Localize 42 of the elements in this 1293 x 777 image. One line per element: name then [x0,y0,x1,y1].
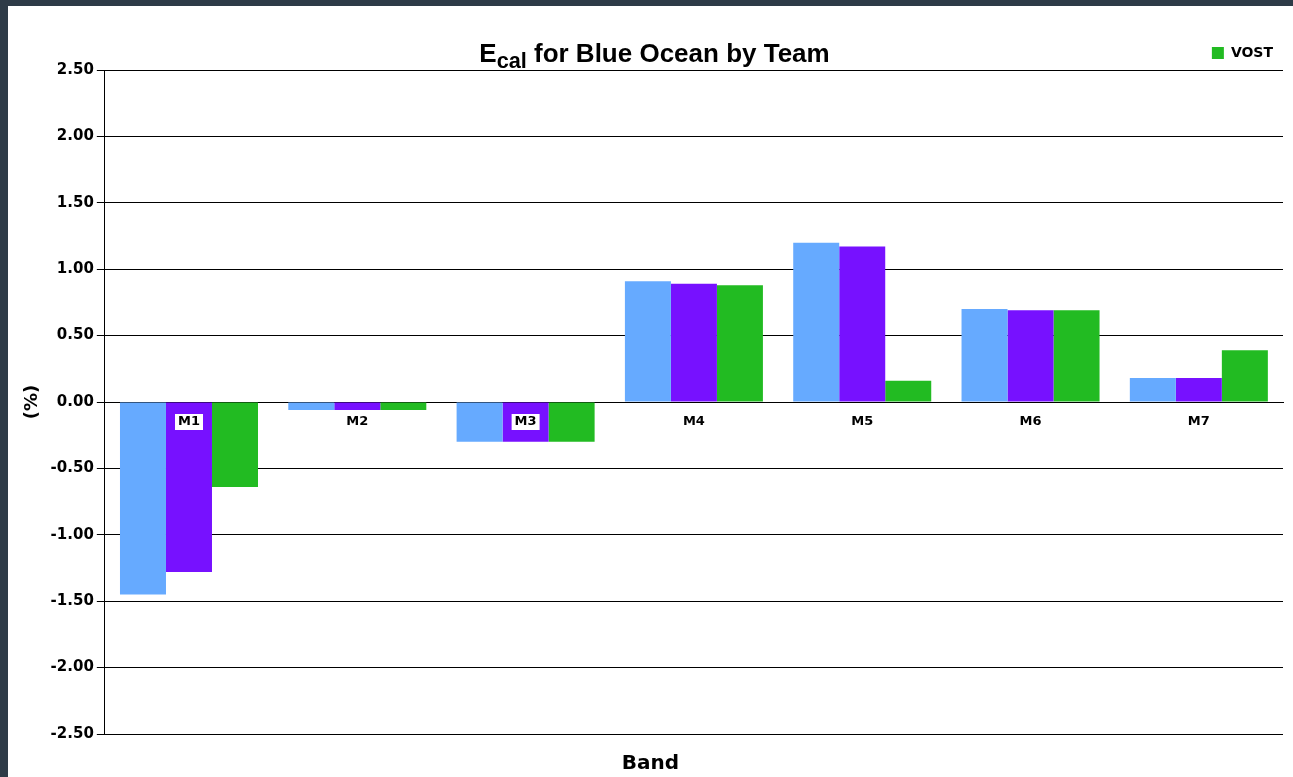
y-tick-label: 1.50 [56,192,94,211]
bar [380,402,427,410]
x-axis-title: Band [620,750,681,774]
y-tick-label: 2.00 [56,126,94,145]
bar [119,402,166,595]
bar [165,402,212,572]
bar [885,380,932,402]
y-tick-label: -1.50 [50,591,94,610]
bar [670,283,717,402]
bar [456,402,503,442]
x-tick-label: M5 [851,412,874,428]
bar [716,285,763,402]
y-tick-label: 2.50 [56,59,94,78]
chart-title: E$_{cal}$ for Blue Ocean by Team [479,38,830,74]
x-tick-label: M3 [514,412,537,428]
y-tick-label: -0.50 [50,458,94,477]
y-tick-label: 0.50 [56,325,94,344]
bar [1175,378,1222,402]
bar [1053,310,1100,402]
x-tick-label: M2 [346,412,369,428]
bar [1007,310,1054,402]
bar [961,309,1008,402]
x-tick-label: M7 [1187,412,1210,428]
bar [288,402,335,410]
x-tick-label: M4 [682,412,705,428]
bar [334,402,381,410]
x-tick-label: M6 [1019,412,1042,428]
y-tick-label: -2.50 [50,723,94,742]
bar [211,402,258,487]
bar [624,281,671,402]
x-tick-label: M1 [178,412,200,428]
y-tick-label: 0.00 [56,391,94,410]
bar [1221,350,1268,402]
bar [548,402,595,442]
bar [793,242,840,402]
y-tick-label: -2.00 [50,657,94,676]
y-axis-title: (%) [20,384,42,420]
y-tick-label: -1.00 [50,524,94,543]
bar [1129,378,1176,402]
bar [839,246,886,402]
y-tick-label: 1.00 [56,259,94,278]
legend-label: VOST [1230,43,1274,60]
